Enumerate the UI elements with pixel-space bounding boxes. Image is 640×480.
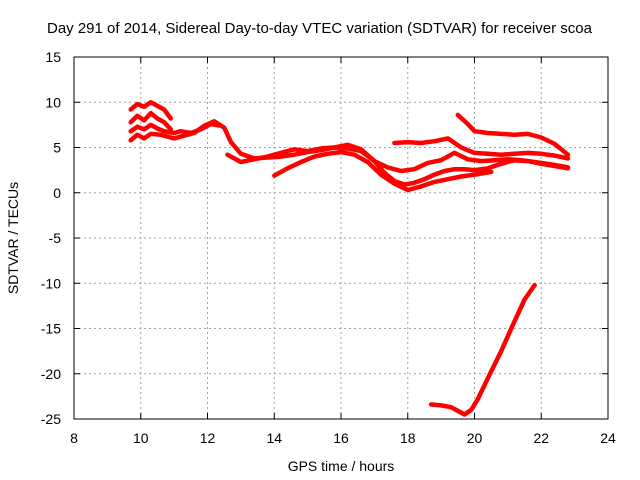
x-tick-label: 14 [266,430,282,446]
x-axis-label: GPS time / hours [288,458,395,474]
x-tick-label: 24 [600,430,616,446]
x-tick-label: 8 [70,430,78,446]
y-tick-label: -10 [41,275,61,291]
series-line-track-g [392,136,571,161]
x-tick-label: 18 [400,430,416,446]
y-tick-label: -15 [41,321,61,337]
y-tick-label: -20 [41,366,61,382]
y-tick-label: 0 [53,185,61,201]
series-line-track-i [428,282,537,417]
chart-title: Day 291 of 2014, Sidereal Day-to-day VTE… [47,20,593,37]
grid [74,57,608,419]
y-tick-label: -25 [41,411,61,427]
x-tick-label: 16 [333,430,349,446]
x-tick-label: 12 [200,430,216,446]
series-line-track-h [455,112,571,157]
y-tick-label: 5 [53,140,61,156]
y-tick-label: 10 [45,94,61,110]
y-tick-label: 15 [45,49,61,65]
series-line-track-a [128,100,174,121]
x-tick-label: 10 [133,430,149,446]
series-line-track-f [272,149,494,193]
x-tick-label: 22 [533,430,549,446]
x-tick-label: 20 [467,430,483,446]
plot-frame [73,56,609,420]
series-line-track-e [225,142,571,187]
y-tick-label: -5 [49,230,62,246]
series-layer [128,100,571,417]
series-line-track-b [128,110,174,132]
tick-labels: 8 10 12 14 16 18 20 22 24 15 10 5 0 -5 -10 -15 -20 -25 [41,49,616,446]
y-axis-label: SDTVAR / TECUs [5,182,21,294]
